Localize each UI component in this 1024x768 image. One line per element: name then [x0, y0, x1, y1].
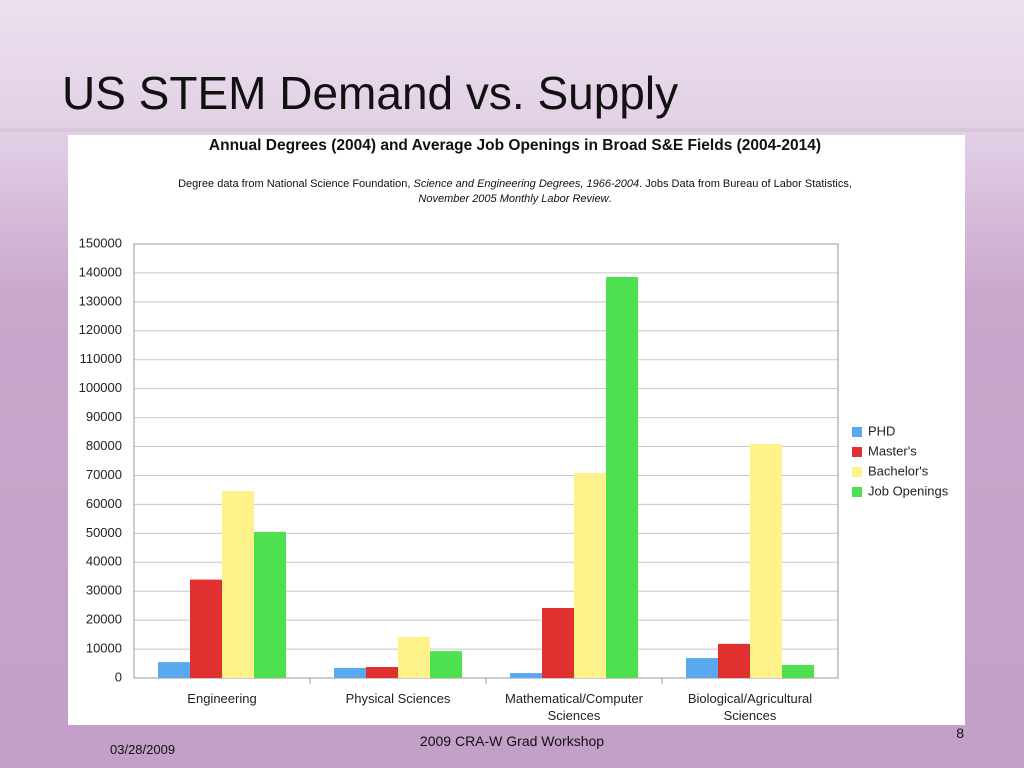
bar	[430, 651, 462, 678]
y-tick-label: 130000	[79, 293, 122, 308]
footer: 2009 CRA-W Grad Workshop	[419, 733, 605, 749]
bar	[398, 636, 430, 678]
legend-label: PHD	[868, 423, 895, 438]
y-tick-label: 120000	[79, 322, 122, 337]
y-tick-label: 100000	[79, 380, 122, 395]
page-number: 8	[956, 725, 964, 741]
subtitle-part: November 2005 Monthly Labor Review	[418, 193, 609, 205]
bar	[750, 443, 782, 678]
legend-swatch	[852, 467, 862, 477]
bar	[574, 472, 606, 678]
y-tick-label: 80000	[86, 438, 122, 453]
y-tick-label: 140000	[79, 264, 122, 279]
bar	[782, 664, 814, 678]
legend-label: Bachelor's	[868, 463, 929, 478]
subtitle-part: Science and Engineering Degrees, 1966-20…	[413, 178, 640, 190]
subtitle-part: Degree data from National Science Founda…	[178, 178, 414, 190]
bar	[158, 662, 190, 678]
y-tick-label: 90000	[86, 409, 122, 424]
x-tick-label: Physical Sciences	[345, 691, 451, 706]
bar	[254, 531, 286, 678]
y-tick-label: 40000	[86, 554, 122, 569]
subtitle-part: .	[608, 193, 612, 205]
y-tick-label: 10000	[86, 641, 122, 656]
y-tick-label: 110000	[80, 351, 122, 366]
bar	[366, 667, 398, 678]
legend-label: Master's	[868, 443, 917, 458]
date: 03/28/2009	[110, 742, 176, 757]
legend-swatch	[852, 427, 862, 437]
x-tick-label: Biological/Agricultural Sciences	[687, 691, 813, 723]
y-tick-label: 60000	[86, 496, 122, 511]
y-tick-label: 30000	[86, 583, 122, 598]
title-rule	[0, 128, 1024, 132]
y-tick-label: 0	[115, 669, 122, 684]
x-tick-label: Mathematical/Computer Sciences	[505, 691, 643, 723]
bar	[510, 673, 542, 678]
y-tick-label: 20000	[86, 612, 122, 627]
legend-label: Job Openings	[868, 483, 949, 498]
bar	[606, 276, 638, 678]
bar	[686, 658, 718, 678]
legend-swatch	[852, 447, 862, 457]
bar	[542, 607, 574, 678]
slide-title: US STEM Demand vs. Supply	[62, 67, 679, 119]
y-tick-label: 70000	[86, 467, 122, 482]
bar	[334, 667, 366, 678]
y-tick-label: 150000	[79, 235, 122, 250]
legend-swatch	[852, 487, 862, 497]
chart-subtitle: Degree data from National Science Founda…	[160, 177, 870, 207]
y-tick-label: 50000	[86, 525, 122, 540]
x-tick-label: Engineering	[187, 691, 257, 706]
subtitle-part: . Jobs Data from Bureau of Labor Statist…	[639, 178, 852, 190]
bar	[222, 491, 254, 678]
bar	[718, 643, 750, 678]
chart-title: Annual Degrees (2004) and Average Job Op…	[208, 137, 822, 154]
bar	[190, 579, 222, 678]
